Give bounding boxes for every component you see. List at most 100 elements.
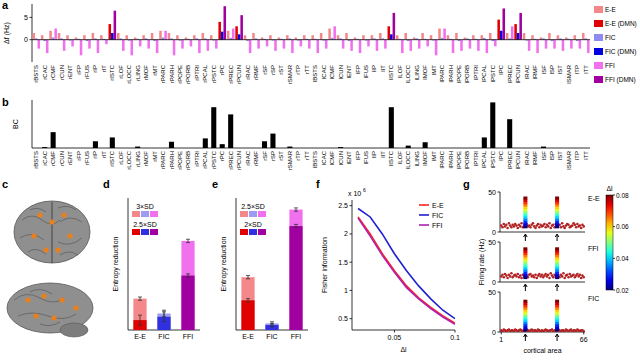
- panel-label: g: [463, 178, 470, 190]
- y-tick: [350, 262, 353, 263]
- stim-point: [523, 300, 527, 303]
- legend-label: E-E: [432, 202, 444, 209]
- x-tick-label: rPCAL: [202, 150, 208, 168]
- stim-arrow: [555, 284, 559, 291]
- bar: [511, 26, 514, 39]
- x-tick-label: rPARH: [169, 65, 175, 83]
- x-tick-label: rTP: [295, 151, 301, 161]
- x-tick-label: rRMF: [253, 65, 259, 80]
- bar: [46, 40, 49, 53]
- bar: [125, 35, 128, 39]
- x-tick-label: rFP: [76, 151, 82, 161]
- x-tick-label: rST: [278, 65, 284, 75]
- bar: [389, 107, 394, 148]
- y-tick-label: 1: [344, 287, 348, 294]
- point: [520, 222, 523, 225]
- brain-views: [7, 201, 93, 337]
- region-dot: [37, 212, 42, 217]
- bar: [168, 33, 171, 40]
- point: [515, 224, 518, 227]
- y-tick: [350, 233, 353, 234]
- bar: [49, 31, 52, 40]
- point: [510, 226, 513, 229]
- x-tick-label: lBSTS: [312, 151, 318, 168]
- x-tick-label: rMT: [152, 151, 158, 162]
- bar: [328, 29, 331, 40]
- x-tick-label: lLING: [414, 65, 420, 81]
- x-tick-label: rLOF: [118, 65, 124, 79]
- bar: [122, 40, 125, 51]
- legend-swatch: [258, 229, 266, 235]
- x-tick-label: rIT: [101, 151, 107, 159]
- stim-point: [555, 247, 559, 250]
- x-tick-label: rSP: [270, 151, 276, 161]
- bar: [500, 31, 503, 40]
- point: [501, 226, 504, 229]
- bar: [41, 35, 44, 39]
- x-tick-label: lIT: [380, 151, 386, 158]
- x-tick-label: rLOCC: [126, 150, 132, 169]
- x-tick-label: lSF: [541, 65, 547, 74]
- legend-swatch: [594, 76, 603, 83]
- panel-label: d: [103, 178, 110, 190]
- legend-swatch: [594, 20, 603, 27]
- x-tick-label: rPCUN: [236, 151, 242, 170]
- point: [519, 274, 522, 277]
- bar: [390, 34, 393, 39]
- point: [548, 277, 551, 280]
- legend-swatch: [132, 229, 140, 235]
- y-tick: [498, 332, 501, 333]
- x-tick-label: rPTRI: [194, 151, 200, 167]
- point: [516, 273, 519, 276]
- bar: [308, 40, 311, 49]
- region-dot: [55, 247, 60, 252]
- x-tick-label: rPTRI: [194, 65, 200, 81]
- x-tick-label: lMOF: [422, 65, 428, 80]
- x-tick-label: rRAC: [245, 150, 251, 165]
- legend-label: 3×SD: [136, 203, 154, 210]
- x-tick-label: lPOPE: [456, 151, 462, 169]
- bar: [311, 35, 314, 39]
- x-tick-label: lPCUN: [515, 65, 521, 83]
- gyrus: [58, 206, 76, 210]
- colorbar-title: Δl: [606, 185, 613, 192]
- legend-swatch: [141, 229, 149, 235]
- x-tick-label: lFP: [355, 151, 361, 160]
- bar: [142, 35, 145, 39]
- x-tick-label: lCUN: [338, 65, 344, 79]
- y-tick: [498, 282, 501, 283]
- plot-area: [32, 6, 589, 55]
- point: [503, 223, 506, 226]
- x-tick-label: lPC: [498, 64, 504, 74]
- x-tick-label: FIC: [158, 333, 169, 340]
- x-tick-label: lPARC: [439, 64, 445, 82]
- x-tick-label: FFI: [183, 333, 194, 340]
- x-tick-label: lISTC: [388, 150, 394, 166]
- bar: [139, 40, 142, 47]
- x-tick-label: lPSTC: [490, 150, 496, 168]
- point: [506, 227, 509, 230]
- bar: [300, 40, 303, 47]
- x-tick-label: rMOF: [143, 151, 149, 167]
- point: [571, 224, 574, 227]
- point: [541, 274, 544, 277]
- y-tick-label: 0: [24, 36, 28, 43]
- x-tick-label: lPORB: [464, 151, 470, 169]
- x-tick-label: rCMF: [50, 65, 56, 80]
- region-dot: [41, 293, 46, 298]
- bar: [376, 40, 379, 51]
- gyrus: [40, 322, 60, 326]
- legend-swatch: [141, 211, 149, 217]
- y-axis: [236, 198, 237, 330]
- point: [563, 227, 566, 230]
- bar: [371, 35, 374, 39]
- point: [562, 272, 565, 275]
- point: [547, 225, 550, 228]
- point: [580, 227, 583, 230]
- bar: [252, 33, 255, 40]
- x-tick-label: lSF: [541, 151, 547, 160]
- point: [533, 276, 536, 279]
- bar: [443, 29, 446, 40]
- y-tick: [350, 205, 353, 206]
- panel-label: f: [316, 178, 320, 190]
